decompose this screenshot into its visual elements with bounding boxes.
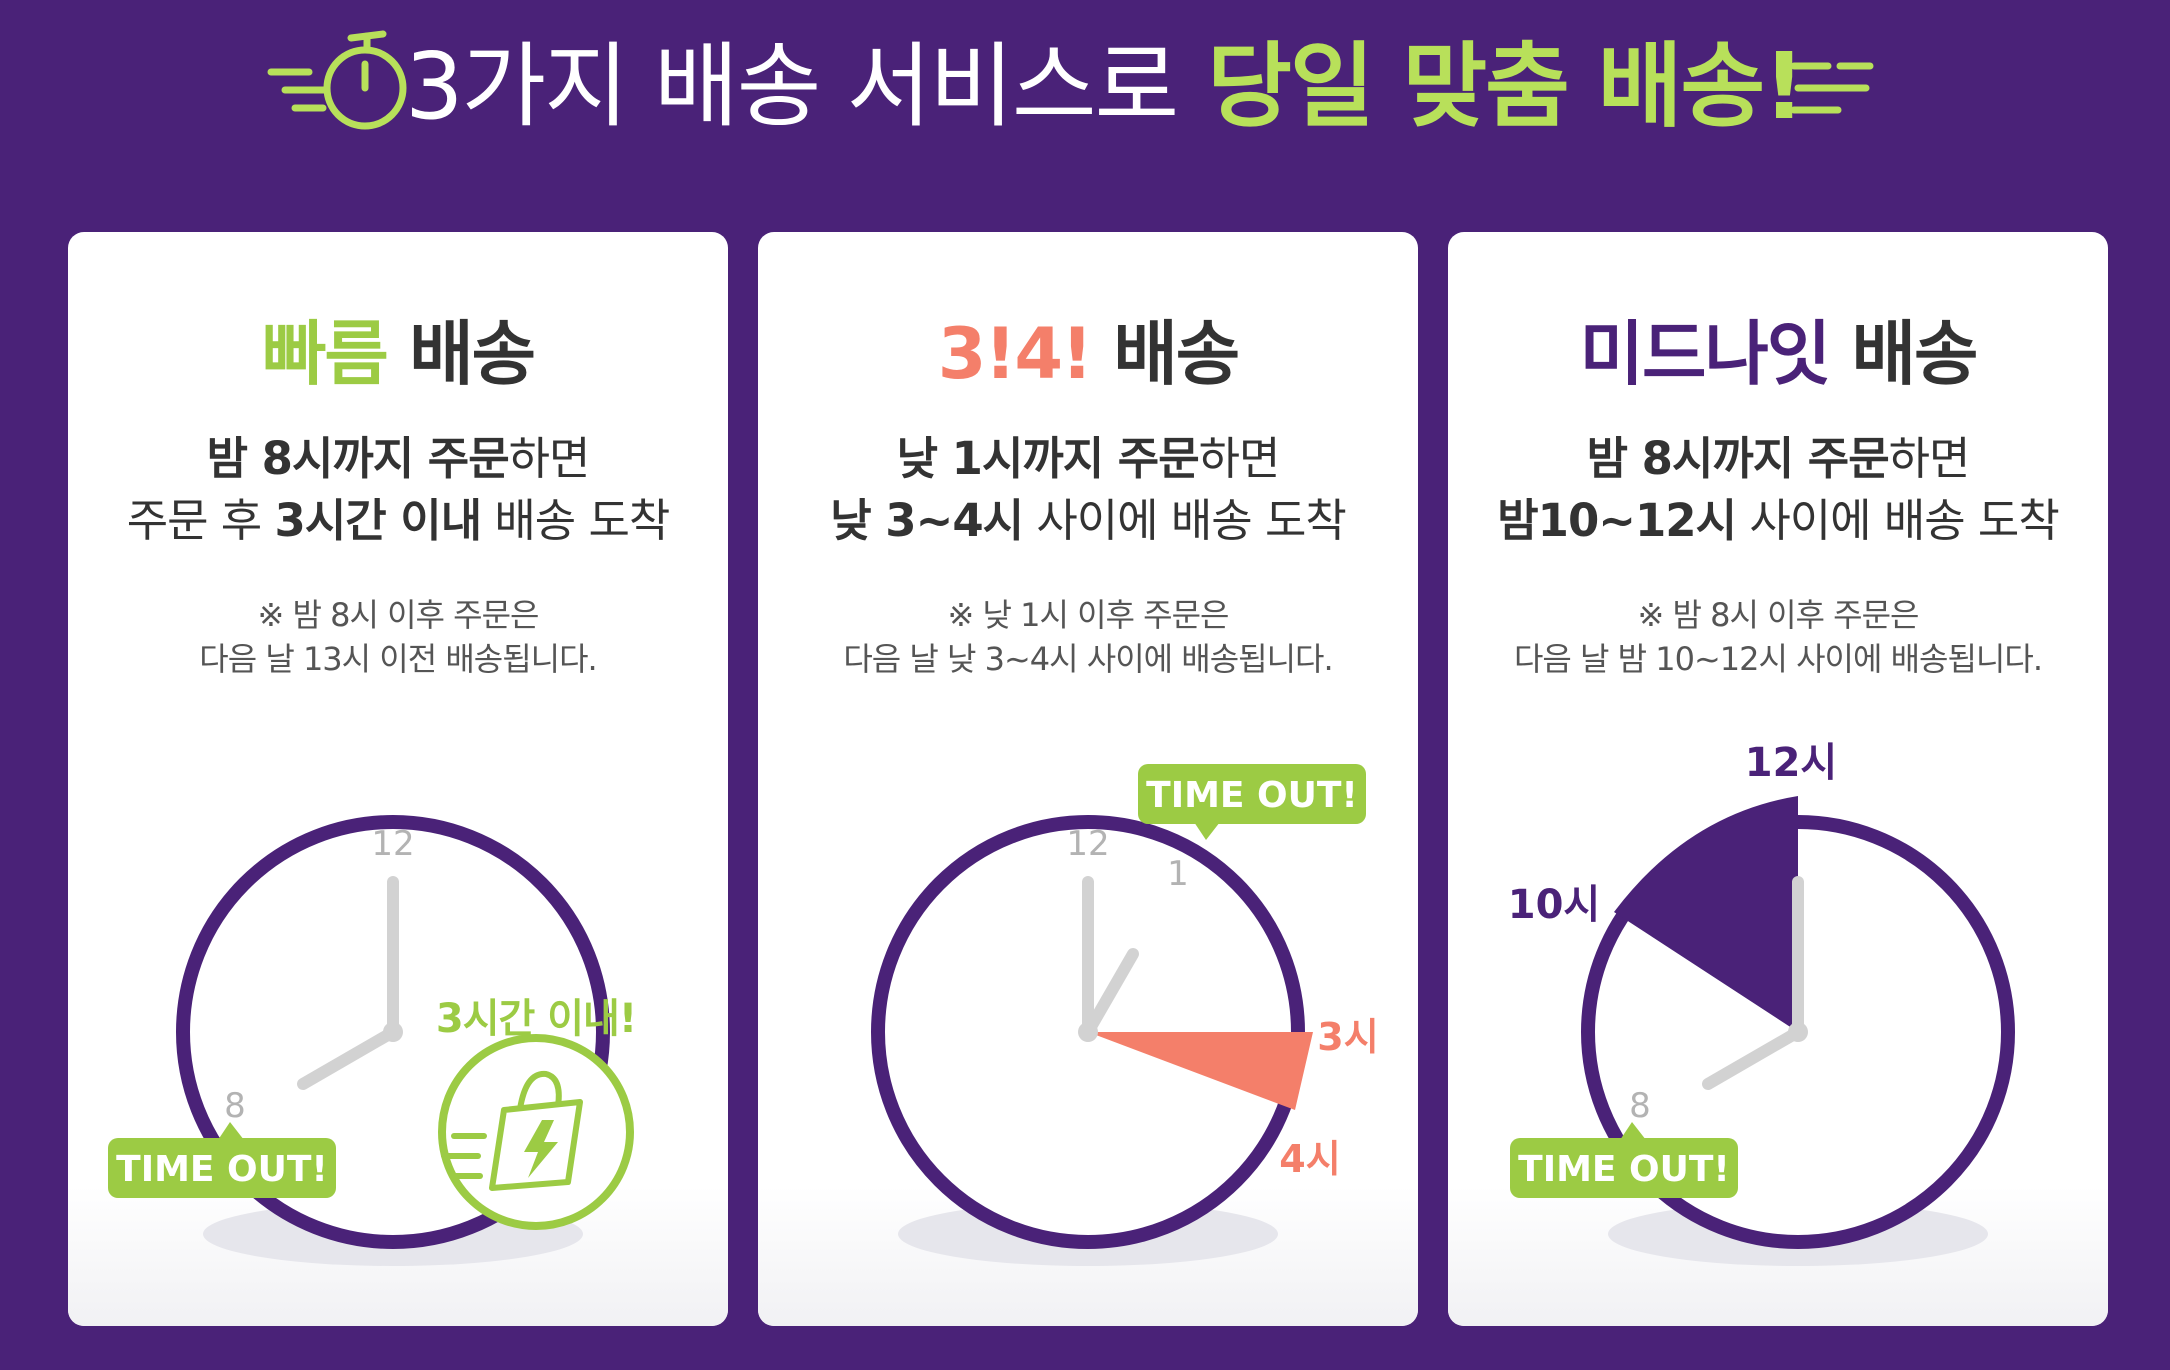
delivery-window-post: 배송 도착 xyxy=(494,494,670,547)
card-title-accent: 3!4! xyxy=(937,313,1093,395)
clock-label-8: 8 xyxy=(1629,1086,1651,1126)
card-title-accent: 미드나잇 xyxy=(1579,313,1832,395)
order-deadline-line: 밤 8시까지 주문하면 xyxy=(1448,422,2108,487)
delivery-window-line: 밤10~12시 사이에 배송 도착 xyxy=(1448,484,2108,549)
hour-hand xyxy=(1082,948,1139,1038)
order-deadline-rest: 하면 xyxy=(1198,432,1281,485)
note-line-2: 다음 날 13시 이전 배송됩니다. xyxy=(199,640,597,678)
clock-label-12: 12 xyxy=(1066,824,1109,864)
clock-center xyxy=(1078,1022,1098,1042)
card-title-rest: 배송 xyxy=(1851,313,1979,395)
card-title: 3!4! 배송 xyxy=(758,298,1418,399)
header: 3가지 배송 서비스로 당일 맞춤 배송! xyxy=(0,0,2170,200)
delivery-window-bold: 3시간 이내 xyxy=(274,494,483,547)
delivery-window-post: 사이에 배송 도착 xyxy=(1749,494,2059,547)
card-title: 빠름 배송 xyxy=(68,298,728,399)
delivery-window-wedge xyxy=(1088,1032,1313,1110)
order-deadline-bold: 밤 8시까지 주문 xyxy=(206,432,510,485)
clock-illustration: 12 8 TIME OUT! 3시간 이내! xyxy=(108,815,637,1266)
order-deadline-rest: 하면 xyxy=(508,432,591,485)
delivery-window-wedge xyxy=(1614,796,1798,1032)
speed-lines-icon xyxy=(1790,62,1874,114)
delivery-window-pre: 주문 후 xyxy=(126,494,263,547)
card-title-rest: 배송 xyxy=(1113,313,1240,395)
clock-center xyxy=(383,1022,403,1042)
delivery-window-bold: 밤10~12시 xyxy=(1497,494,1737,547)
time-out-text: TIME OUT! xyxy=(1518,1149,1730,1190)
within-3-hours-label: 3시간 이내! xyxy=(436,996,636,1042)
headline: 3가지 배송 서비스로 당일 맞춤 배송! xyxy=(405,22,1805,152)
shopping-bag-lightning-icon xyxy=(438,1034,634,1230)
time-out-text: TIME OUT! xyxy=(1146,775,1358,816)
delivery-window-line: 낮 3~4시 사이에 배송 도착 xyxy=(758,484,1418,549)
order-deadline-line: 밤 8시까지 주문하면 xyxy=(68,422,728,487)
stopwatch-icon xyxy=(267,30,407,130)
card-title: 미드나잇 배송 xyxy=(1448,298,2108,399)
time-out-badge: TIME OUT! xyxy=(1510,1122,1738,1198)
note-line-1: ※ 낮 1시 이후 주문은 xyxy=(947,596,1230,634)
order-deadline-bold: 밤 8시까지 주문 xyxy=(1586,432,1890,485)
clock-label-1: 1 xyxy=(1167,854,1189,894)
card-title-accent: 빠름 xyxy=(262,313,389,395)
hour-hand xyxy=(297,1026,399,1090)
delivery-window-post: 사이에 배송 도착 xyxy=(1036,494,1346,547)
note-line-2: 다음 날 밤 10~12시 사이에 배송됩니다. xyxy=(1513,640,2043,678)
clock-label-8: 8 xyxy=(224,1086,246,1126)
clock-center xyxy=(1788,1022,1808,1042)
card-title-rest: 배송 xyxy=(409,313,536,395)
note-line-1: ※ 밤 8시 이후 주문은 xyxy=(257,596,540,634)
note-line-1: ※ 밤 8시 이후 주문은 xyxy=(1637,596,1920,634)
label-3-oclock: 3시 xyxy=(1317,1015,1378,1059)
label-10-oclock: 10시 xyxy=(1508,882,1600,928)
clock-label-12: 12 xyxy=(371,824,414,864)
time-out-text: TIME OUT! xyxy=(116,1149,328,1190)
hour-hand xyxy=(1702,1026,1804,1090)
clock-illustration: 12 1 3시 4시 TIME OUT! xyxy=(871,764,1379,1266)
headline-part1: 3가지 배송 서비스로 xyxy=(405,33,1179,140)
clock-illustration: 8 12시 10시 TIME OUT! xyxy=(1508,740,2015,1266)
delivery-window-bold: 낮 3~4시 xyxy=(830,494,1024,547)
delivery-window-line: 주문 후 3시간 이내 배송 도착 xyxy=(68,484,728,549)
card-midnight-delivery: 미드나잇 배송 밤 8시까지 주문하면 밤10~12시 사이에 배송 도착 ※ … xyxy=(1448,232,2108,1326)
time-out-badge: TIME OUT! xyxy=(1138,764,1366,840)
card-fast-delivery: 빠름 배송 밤 8시까지 주문하면 주문 후 3시간 이내 배송 도착 ※ 밤 … xyxy=(68,232,728,1326)
time-out-badge: TIME OUT! xyxy=(108,1122,336,1198)
note-line-2: 다음 날 낮 3~4시 사이에 배송됩니다. xyxy=(843,640,1333,678)
card-3-4-delivery: 3!4! 배송 낮 1시까지 주문하면 낮 3~4시 사이에 배송 도착 ※ 낮… xyxy=(758,232,1418,1326)
order-deadline-bold: 낮 1시까지 주문 xyxy=(896,432,1200,485)
label-12-oclock: 12시 xyxy=(1745,740,1837,786)
label-4-oclock: 4시 xyxy=(1279,1137,1340,1181)
order-deadline-line: 낮 1시까지 주문하면 xyxy=(758,422,1418,487)
order-deadline-rest: 하면 xyxy=(1888,432,1971,485)
headline-part2: 당일 맞춤 배송! xyxy=(1207,33,1805,140)
